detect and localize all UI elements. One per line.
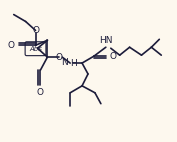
Text: O: O xyxy=(32,26,39,35)
Text: O: O xyxy=(56,53,63,62)
Text: O: O xyxy=(37,88,44,97)
Text: Abs: Abs xyxy=(29,46,42,52)
Text: H: H xyxy=(70,59,77,68)
Text: O: O xyxy=(8,41,15,50)
Text: O: O xyxy=(110,52,117,61)
Text: N: N xyxy=(61,58,68,67)
Text: HN: HN xyxy=(99,36,113,45)
